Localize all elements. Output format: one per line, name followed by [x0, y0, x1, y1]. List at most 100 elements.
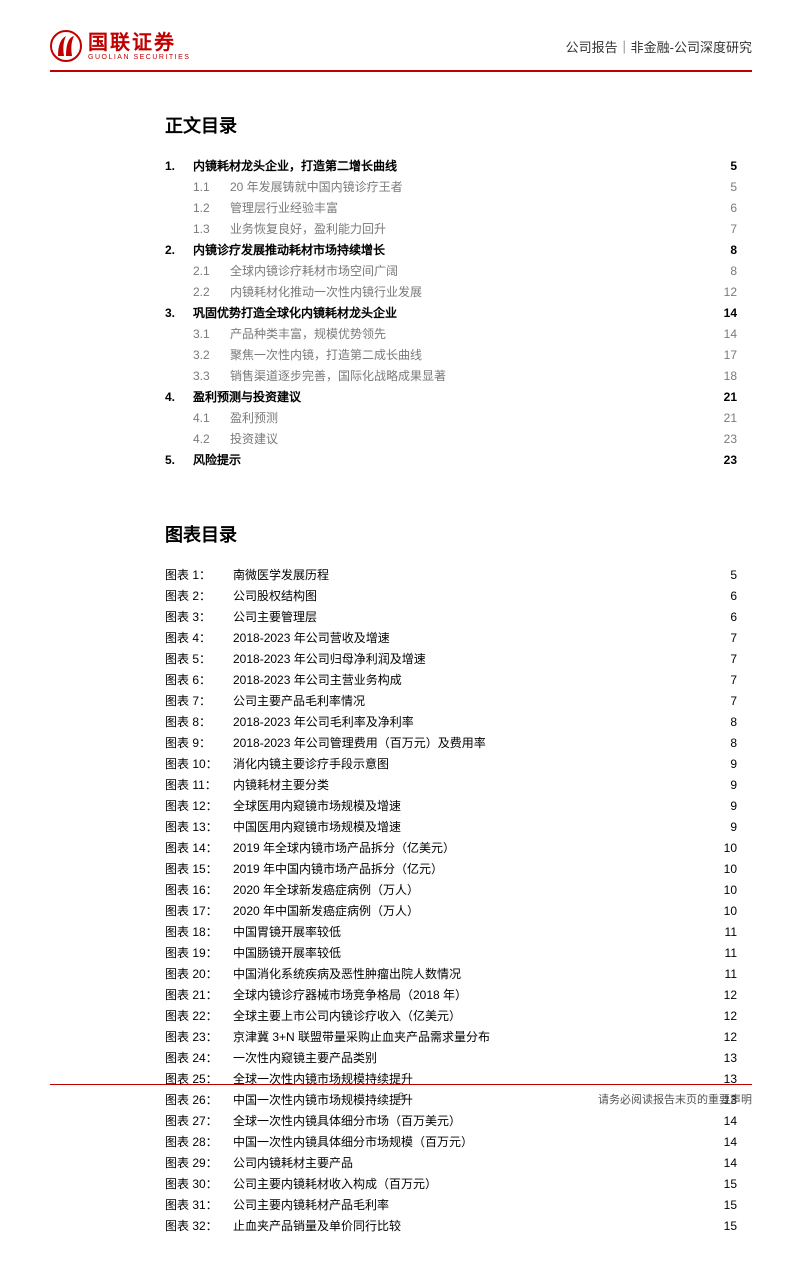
chart-entry-page: 9 [717, 796, 737, 817]
toc-entry-number: 4.2 [165, 429, 230, 450]
chart-entry-page: 8 [717, 733, 737, 754]
chart-entry-page: 7 [717, 649, 737, 670]
chart-entry-number: 图表 32： [165, 1216, 233, 1237]
chart-entry-number: 图表 11： [165, 775, 233, 796]
chart-entry-number: 图表 31： [165, 1195, 233, 1216]
toc-entry-number: 1.2 [165, 198, 230, 219]
toc-entry: 2.内镜诊疗发展推动耗材市场持续增长8 [165, 240, 737, 261]
page-footer: 3 请务必阅读报告末页的重要声明 [50, 1084, 752, 1107]
chart-entry: 图表 8：2018-2023 年公司毛利率及净利率8 [165, 712, 737, 733]
toc-entry: 1.2管理层行业经验丰富6 [165, 198, 737, 219]
toc-entry-page: 23 [717, 450, 737, 471]
logo-icon [50, 30, 82, 62]
toc-entry-page: 17 [717, 345, 737, 366]
chart-entry: 图表 29：公司内镜耗材主要产品14 [165, 1153, 737, 1174]
chart-entry-page: 7 [717, 670, 737, 691]
chart-entry-page: 6 [717, 607, 737, 628]
chart-entry-page: 12 [717, 1027, 737, 1048]
toc-entry-title: 投资建议 [230, 429, 278, 450]
toc-entry-title: 巩固优势打造全球化内镜耗材龙头企业 [193, 303, 397, 324]
toc-entry-title: 内镜耗材龙头企业，打造第二增长曲线 [193, 156, 397, 177]
chart-entry: 图表 3：公司主要管理层6 [165, 607, 737, 628]
toc-entry: 4.1盈利预测21 [165, 408, 737, 429]
chart-entry-page: 14 [717, 1153, 737, 1174]
chart-entry: 图表 18：中国胃镜开展率较低11 [165, 922, 737, 943]
chart-entry-number: 图表 1： [165, 565, 233, 586]
chart-entry-title: 2018-2023 年公司归母净利润及增速 [233, 649, 426, 670]
chart-entry-title: 消化内镜主要诊疗手段示意图 [233, 754, 389, 775]
chart-entry: 图表 14：2019 年全球内镜市场产品拆分（亿美元）10 [165, 838, 737, 859]
toc-entry-number: 2.2 [165, 282, 230, 303]
chart-entry: 图表 15：2019 年中国内镜市场产品拆分（亿元）10 [165, 859, 737, 880]
chart-entry-title: 中国医用内窥镜市场规模及增速 [233, 817, 401, 838]
chart-entry-title: 中国胃镜开展率较低 [233, 922, 341, 943]
toc-entry-title: 销售渠道逐步完善，国际化战略成果显著 [230, 366, 446, 387]
chart-entry-number: 图表 16： [165, 880, 233, 901]
toc-entry-number: 1. [165, 156, 193, 177]
chart-entry-number: 图表 23： [165, 1027, 233, 1048]
toc-entry-title: 内镜诊疗发展推动耗材市场持续增长 [193, 240, 385, 261]
page-number: 3 [398, 1091, 404, 1103]
chart-entry-title: 2018-2023 年公司营收及增速 [233, 628, 390, 649]
chart-entry-number: 图表 6： [165, 670, 233, 691]
toc-entry: 3.1产品种类丰富，规模优势领先14 [165, 324, 737, 345]
chart-entry: 图表 10：消化内镜主要诊疗手段示意图9 [165, 754, 737, 775]
toc-entry-title: 20 年发展铸就中国内镜诊疗王者 [230, 177, 403, 198]
chart-entry-number: 图表 24： [165, 1048, 233, 1069]
chart-entry-page: 10 [717, 838, 737, 859]
toc-entry: 1.内镜耗材龙头企业，打造第二增长曲线5 [165, 156, 737, 177]
toc-entry-page: 8 [717, 240, 737, 261]
chart-entry: 图表 31：公司主要内镜耗材产品毛利率15 [165, 1195, 737, 1216]
chart-entry-number: 图表 7： [165, 691, 233, 712]
logo-text-en: GUOLIAN SECURITIES [88, 54, 190, 61]
toc-entry-page: 7 [717, 219, 737, 240]
toc-entry: 2.1全球内镜诊疗耗材市场空间广阔8 [165, 261, 737, 282]
chart-entry-title: 南微医学发展历程 [233, 565, 329, 586]
chart-entry-title: 中国肠镜开展率较低 [233, 943, 341, 964]
toc-entry-number: 4.1 [165, 408, 230, 429]
chart-entry-page: 12 [717, 985, 737, 1006]
chart-entry-title: 公司主要管理层 [233, 607, 317, 628]
toc-entry-title: 盈利预测与投资建议 [193, 387, 301, 408]
toc-entry-title: 业务恢复良好，盈利能力回升 [230, 219, 386, 240]
toc-entry-title: 管理层行业经验丰富 [230, 198, 338, 219]
chart-entry-page: 9 [717, 817, 737, 838]
toc-entry-page: 21 [717, 408, 737, 429]
chart-entry: 图表 16：2020 年全球新发癌症病例（万人）10 [165, 880, 737, 901]
chart-entry-number: 图表 19： [165, 943, 233, 964]
toc-entry: 4.盈利预测与投资建议21 [165, 387, 737, 408]
chart-entry: 图表 27：全球一次性内镜具体细分市场（百万美元）14 [165, 1111, 737, 1132]
chart-entry-title: 全球内镜诊疗器械市场竞争格局（2018 年） [233, 985, 467, 1006]
chart-entry-number: 图表 18： [165, 922, 233, 943]
chart-entry-number: 图表 9： [165, 733, 233, 754]
chart-entry-number: 图表 14： [165, 838, 233, 859]
chart-entry: 图表 21：全球内镜诊疗器械市场竞争格局（2018 年）12 [165, 985, 737, 1006]
chart-entry-title: 京津冀 3+N 联盟带量采购止血夹产品需求量分布 [233, 1027, 490, 1048]
logo-text-cn: 国联证券 [88, 32, 190, 54]
chart-entry: 图表 9：2018-2023 年公司管理费用（百万元）及费用率 8 [165, 733, 737, 754]
chart-entry-title: 全球医用内窥镜市场规模及增速 [233, 796, 401, 817]
chart-entry-page: 15 [717, 1195, 737, 1216]
chart-entry-page: 5 [717, 565, 737, 586]
chart-entry: 图表 17：2020 年中国新发癌症病例（万人）10 [165, 901, 737, 922]
chart-entry-title: 2018-2023 年公司毛利率及净利率 [233, 712, 414, 733]
chart-entry-number: 图表 8： [165, 712, 233, 733]
toc-entry: 1.120 年发展铸就中国内镜诊疗王者5 [165, 177, 737, 198]
chart-entry: 图表 32：止血夹产品销量及单价同行比较15 [165, 1216, 737, 1237]
toc-entry-number: 3.3 [165, 366, 230, 387]
toc-entry-number: 1.3 [165, 219, 230, 240]
toc-entry-number: 4. [165, 387, 193, 408]
chart-entry-page: 14 [717, 1111, 737, 1132]
toc-entry: 3.2聚焦一次性内镜，打造第二成长曲线17 [165, 345, 737, 366]
chart-entry: 图表 11：内镜耗材主要分类9 [165, 775, 737, 796]
chart-entry-title: 2018-2023 年公司管理费用（百万元）及费用率 [233, 733, 486, 754]
footer-disclaimer: 请务必阅读报告末页的重要声明 [598, 1091, 752, 1107]
chart-entry-page: 14 [717, 1132, 737, 1153]
chart-entry-page: 6 [717, 586, 737, 607]
toc-entry-title: 全球内镜诊疗耗材市场空间广阔 [230, 261, 398, 282]
toc-entry: 2.2内镜耗材化推动一次性内镜行业发展12 [165, 282, 737, 303]
toc-entry: 3.3销售渠道逐步完善，国际化战略成果显著18 [165, 366, 737, 387]
brand-logo: 国联证券 GUOLIAN SECURITIES [50, 30, 190, 62]
chart-entry-page: 9 [717, 754, 737, 775]
charts-heading: 图表目录 [165, 521, 752, 547]
